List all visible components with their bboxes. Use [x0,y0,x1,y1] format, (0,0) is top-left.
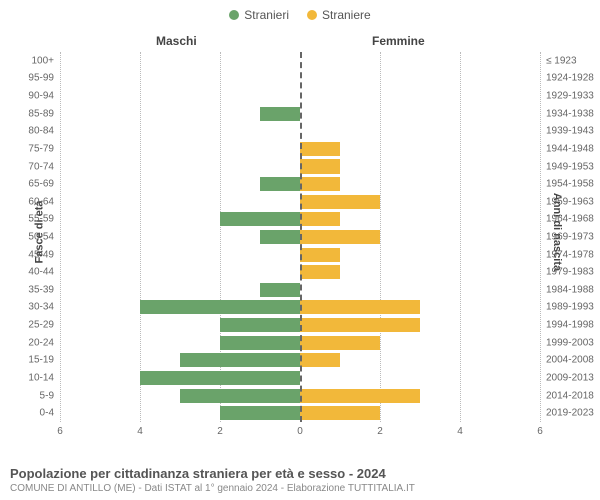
age-label: 10-14 [28,372,60,383]
age-label: 0-4 [40,408,60,419]
birth-year-label: 1969-1973 [540,231,594,242]
birth-year-label: 1929-1933 [540,91,594,102]
legend-item-female: Straniere [307,8,371,22]
birth-year-label: 1964-1968 [540,214,594,225]
bar-female [300,142,340,156]
age-label: 50-54 [28,231,60,242]
bar-female [300,406,380,420]
age-label: 75-79 [28,143,60,154]
birth-year-label: 1984-1988 [540,284,594,295]
bar-male [140,371,300,385]
bar-female [300,248,340,262]
chart-footer: Popolazione per cittadinanza straniera p… [10,466,590,494]
age-label: 90-94 [28,91,60,102]
bar-female [300,336,380,350]
age-label: 20-24 [28,337,60,348]
legend-marker-female [307,10,317,20]
birth-year-label: ≤ 1923 [540,55,577,66]
birth-year-label: 1944-1948 [540,143,594,154]
x-tick-label: 4 [457,422,463,437]
bar-male [260,230,300,244]
x-tick-label: 0 [297,422,303,437]
legend-marker-male [229,10,239,20]
bar-female [300,212,340,226]
bar-male [180,389,300,403]
age-label: 5-9 [40,390,60,401]
column-header-female: Femmine [372,34,425,48]
bar-female [300,389,420,403]
age-label: 30-34 [28,302,60,313]
chart-subtitle: COMUNE DI ANTILLO (ME) - Dati ISTAT al 1… [10,483,590,494]
age-label: 80-84 [28,126,60,137]
birth-year-label: 1994-1998 [540,320,594,331]
age-label: 25-29 [28,320,60,331]
birth-year-label: 2019-2023 [540,408,594,419]
x-tick-label: 6 [57,422,63,437]
column-header-male: Maschi [156,34,197,48]
age-label: 45-49 [28,249,60,260]
bar-female [300,230,380,244]
bar-female [300,318,420,332]
birth-year-label: 1989-1993 [540,302,594,313]
age-label: 35-39 [28,284,60,295]
birth-year-label: 1949-1953 [540,161,594,172]
legend: Stranieri Straniere [0,0,600,22]
bar-male [260,107,300,121]
bar-male [260,177,300,191]
center-axis [300,52,302,422]
x-tick-label: 2 [217,422,223,437]
age-label: 40-44 [28,267,60,278]
legend-item-male: Stranieri [229,8,289,22]
bar-female [300,177,340,191]
bar-female [300,195,380,209]
birth-year-label: 1979-1983 [540,267,594,278]
chart-title: Popolazione per cittadinanza straniera p… [10,466,590,481]
birth-year-label: 1959-1963 [540,196,594,207]
bar-male [180,353,300,367]
x-tick-label: 4 [137,422,143,437]
age-label: 100+ [31,55,60,66]
bar-male [220,212,300,226]
chart-region: Fasce di età Anni di nascita Maschi Femm… [0,22,600,442]
age-label: 15-19 [28,355,60,366]
bar-male [140,300,300,314]
age-label: 55-59 [28,214,60,225]
bar-male [220,318,300,332]
birth-year-label: 2009-2013 [540,372,594,383]
bar-male [220,336,300,350]
birth-year-label: 1934-1938 [540,108,594,119]
birth-year-label: 1954-1958 [540,179,594,190]
bar-male [260,283,300,297]
age-label: 70-74 [28,161,60,172]
plot-area: Maschi Femmine 6420246100+≤ 192395-99192… [60,52,540,422]
bar-female [300,300,420,314]
age-label: 60-64 [28,196,60,207]
age-label: 65-69 [28,179,60,190]
birth-year-label: 1974-1978 [540,249,594,260]
birth-year-label: 1924-1928 [540,73,594,84]
bar-female [300,265,340,279]
bar-female [300,353,340,367]
bar-female [300,159,340,173]
legend-label-male: Stranieri [244,8,289,22]
legend-label-female: Straniere [322,8,371,22]
birth-year-label: 2014-2018 [540,390,594,401]
bar-male [220,406,300,420]
x-tick-label: 6 [537,422,543,437]
birth-year-label: 1999-2003 [540,337,594,348]
birth-year-label: 2004-2008 [540,355,594,366]
x-tick-label: 2 [377,422,383,437]
birth-year-label: 1939-1943 [540,126,594,137]
age-label: 85-89 [28,108,60,119]
age-label: 95-99 [28,73,60,84]
